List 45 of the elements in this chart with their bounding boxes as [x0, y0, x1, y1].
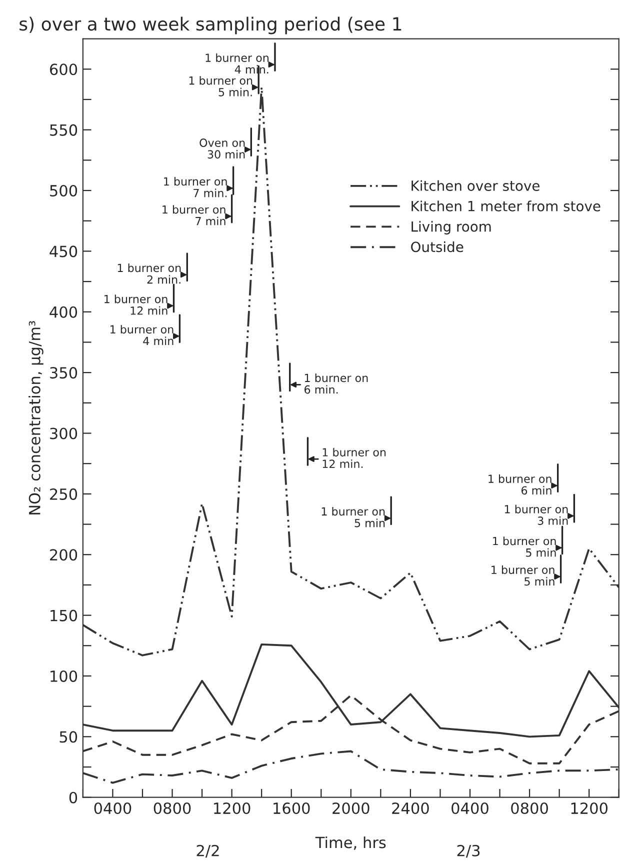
x-tick-label: 1200 [214, 802, 250, 814]
y-tick-label: 200 [50, 549, 78, 561]
x-tick-label: 1600 [274, 802, 310, 814]
x-tick-label: 2000 [332, 802, 370, 814]
text: 2/2 [196, 844, 219, 858]
y-tick-label: 550 [50, 124, 78, 136]
annotation: 1 burner on 7 min [162, 205, 226, 226]
annotation: 1 burner on 5 min. [189, 76, 252, 96]
annotation: 1 burner on 6 min [488, 474, 552, 495]
y-tick-label: 500 [50, 184, 78, 197]
legend-label: Kitchen over stove [412, 180, 540, 191]
x-tick-label: 0800 [154, 802, 191, 814]
x-tick-label: 2400 [392, 802, 429, 814]
annotation: 1 burner on 2 min. [118, 264, 181, 284]
annotation: 1 burner on 7 min. [164, 177, 227, 198]
x-tick-label: 1200 [571, 802, 608, 814]
annotation: 1 burner on 5 min [492, 565, 554, 586]
annotation: 1 burner on 4 min [110, 324, 174, 346]
y-tick-label: 50 [60, 731, 78, 743]
y-tick-label: 150 [50, 610, 78, 622]
annotation: 1 burner on 6 min. [304, 374, 368, 394]
legend-label: Outside [411, 241, 464, 252]
x-tick-label: 0400 [452, 802, 488, 814]
annotation: 1 burner on 5 min [322, 507, 385, 528]
y-tick-label: 250 [50, 488, 78, 500]
chart-title: s) over a two week sampling period (see 1 [20, 16, 402, 34]
x-tick-label: 0800 [511, 802, 548, 814]
y-tick-label: 0 [69, 792, 78, 804]
y-tick-label: 300 [50, 428, 78, 440]
y-tick-label: 350 [50, 367, 78, 379]
x-tick-label: 0400 [94, 802, 132, 814]
y-tick-label: 400 [50, 306, 78, 318]
text: 2/3 [457, 844, 480, 858]
y-tick-label: 100 [50, 670, 78, 682]
x-axis-title: Time, hrs [315, 836, 386, 850]
annotation: 1 burner on 12 min [104, 294, 168, 315]
annotation: 1 burner on 5 min [493, 536, 556, 557]
y-tick-label: 600 [50, 64, 78, 76]
annotation: 1 burner on 12 min. [322, 448, 386, 468]
annotation: 1 burner on 3 min [504, 504, 568, 525]
legend-label: Kitchen 1 meter from stove [412, 200, 600, 212]
y-axis-title: NO₂ concentration, μg/m³ [28, 321, 44, 514]
legend-label: Living room [412, 221, 491, 234]
annotation: Oven on 30 min [200, 138, 245, 159]
y-tick-label: 450 [50, 246, 78, 258]
